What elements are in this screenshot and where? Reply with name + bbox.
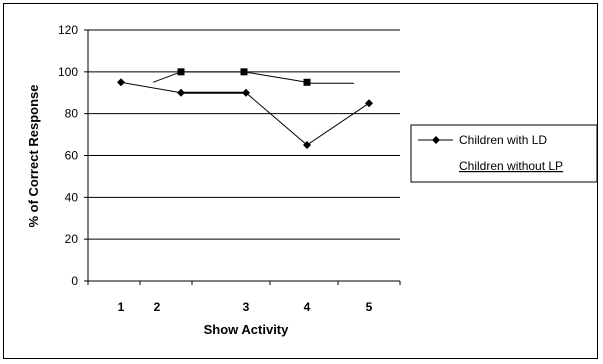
x-tick-label-5: 5 [366,300,373,314]
x-tick-label-3: 3 [243,300,250,314]
y-tick-label-80: 80 [65,107,79,121]
legend-marker-ld [432,136,440,144]
marker-ld-point-2 [177,88,185,97]
gridlines [88,29,400,240]
y-axis-title: % of Correct Response [26,84,41,227]
marker-without-lp-point-2 [177,68,185,76]
marker-ld-point-1 [117,78,125,87]
series-lines [120,71,370,146]
legend-box [410,124,598,183]
legend-label-without-lp: Children without LP [459,159,563,173]
y-tick-label-0: 0 [71,274,78,288]
y-tick-label-100: 100 [58,65,78,79]
x-tick-label-2: 2 [154,300,161,314]
marker-ld-point-5 [365,99,373,108]
y-tick-labels: 0 20 40 60 80 100 120 [58,23,78,288]
marker-ld-point-3 [242,88,250,97]
y-tick-label-20: 20 [65,232,79,246]
y-tick-label-40: 40 [65,190,79,204]
x-tick-label-4: 4 [304,300,311,314]
marker-ld-point-4 [303,141,311,150]
x-axis-title: Show Activity [204,322,290,337]
axes [84,29,401,285]
y-tick-label-120: 120 [58,23,78,37]
legend-label-ld: Children with LD [459,133,547,147]
legend: Children with LD Children without LP [410,124,598,183]
y-tick-label-60: 60 [65,149,79,163]
series-line-children-without-lp [152,71,308,83]
series-markers [117,68,373,150]
marker-without-lp-point-3 [240,68,248,76]
x-tick-label-1: 1 [118,300,125,314]
x-tick-labels: 1 2 3 4 5 [118,300,373,314]
marker-without-lp-point-4 [303,78,311,86]
